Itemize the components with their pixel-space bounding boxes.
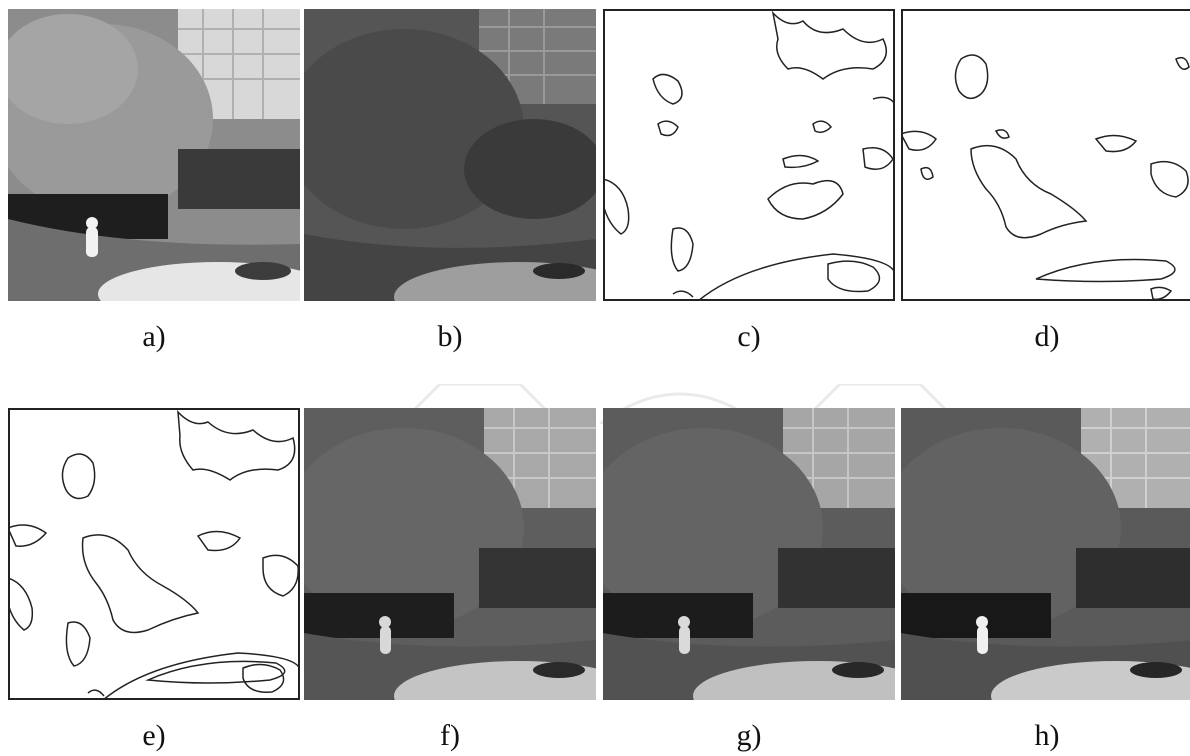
panel-a-infrared-image	[8, 9, 300, 301]
caption-g: g)	[736, 719, 762, 752]
panel-e-edge-map	[8, 408, 300, 700]
caption-h: h)	[1034, 719, 1060, 752]
panel-d-edge-map	[901, 9, 1190, 301]
panel-b-visible-image	[304, 9, 596, 301]
caption-e: e)	[142, 719, 166, 752]
caption-b: b)	[437, 320, 463, 353]
panel-f-fused-image	[304, 408, 596, 700]
caption-d: d)	[1034, 320, 1060, 353]
caption-a: a)	[142, 320, 166, 353]
panel-h-fused-image	[901, 408, 1190, 700]
panel-g-fused-image	[603, 408, 895, 700]
caption-f: f)	[440, 719, 460, 752]
caption-c: c)	[737, 320, 761, 353]
panel-c-edge-map	[603, 9, 895, 301]
